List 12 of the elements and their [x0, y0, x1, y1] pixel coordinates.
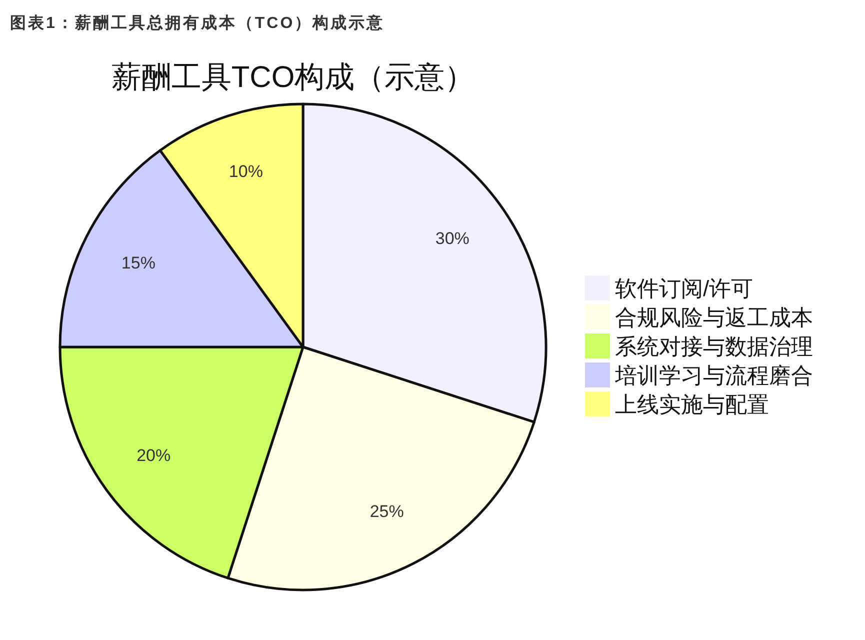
- legend-label: 上线实施与配置: [615, 392, 769, 417]
- data-label: 10%: [228, 162, 263, 181]
- legend-label: 合规风险与返工成本: [615, 305, 813, 330]
- caption: 图表1：薪酬工具总拥有成本（TCO）构成示意: [10, 15, 385, 32]
- legend-label: 培训学习与流程磨合: [615, 363, 813, 388]
- data-label: 20%: [136, 446, 171, 466]
- data-label: 25%: [370, 502, 404, 522]
- legend-label: 软件订阅/许可: [615, 276, 754, 301]
- data-label: 30%: [435, 228, 470, 248]
- data-label: 15%: [121, 254, 156, 273]
- legend-label: 系统对接与数据治理: [615, 334, 813, 359]
- chart-title: 薪酬工具TCO构成（示意）: [111, 61, 475, 94]
